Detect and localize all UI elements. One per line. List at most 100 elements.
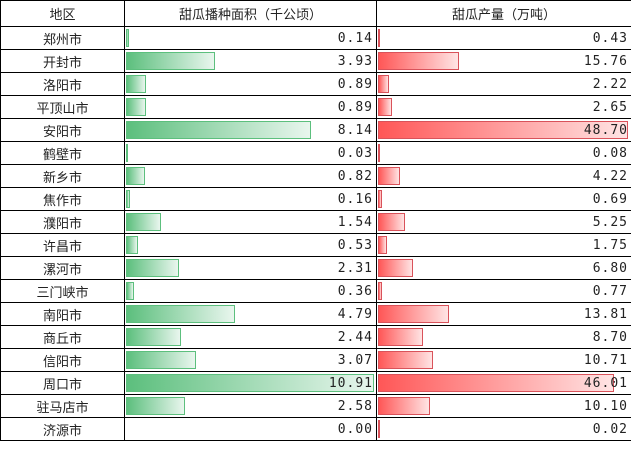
output-value: 10.10 [583, 398, 628, 414]
table-row: 洛阳市 0.89 2.22 [0, 72, 631, 96]
region-cell: 鹤壁市 [0, 141, 125, 165]
table-row: 平顶山市 0.89 2.65 [0, 95, 631, 119]
area-cell: 0.36 [124, 279, 377, 303]
area-value: 2.44 [337, 329, 373, 345]
output-value: 13.81 [583, 306, 628, 322]
area-value: 0.16 [337, 191, 373, 207]
output-value: 1.75 [592, 237, 628, 253]
output-bar [378, 236, 387, 254]
area-bar [126, 29, 130, 47]
output-cell: 13.81 [376, 302, 631, 326]
output-bar [378, 259, 413, 277]
table-row: 三门峡市 0.36 0.77 [0, 279, 631, 303]
area-bar [126, 98, 147, 116]
area-value: 10.91 [328, 375, 373, 391]
table-row: 新乡市 0.82 4.22 [0, 164, 631, 188]
region-cell: 商丘市 [0, 325, 125, 349]
region-cell: 驻马店市 [0, 394, 125, 418]
table-row: 郑州市 0.14 0.43 [0, 26, 631, 50]
output-value: 2.65 [592, 99, 628, 115]
output-bar [378, 29, 381, 47]
header-row: 地区 甜瓜播种面积（千公顷） 甜瓜产量（万吨） [0, 0, 631, 27]
output-bar [378, 98, 392, 116]
output-bar [378, 351, 433, 369]
output-bar [378, 144, 380, 162]
area-cell: 3.07 [124, 348, 377, 372]
output-cell: 15.76 [376, 49, 631, 73]
area-value: 0.82 [337, 168, 373, 184]
output-cell: 0.69 [376, 187, 631, 211]
area-value: 0.89 [337, 99, 373, 115]
output-cell: 0.43 [376, 26, 631, 50]
header-output: 甜瓜产量（万吨） [376, 0, 631, 27]
output-value: 0.43 [592, 30, 628, 46]
table-row: 周口市 10.91 46.01 [0, 371, 631, 395]
region-cell: 安阳市 [0, 118, 125, 142]
region-cell: 周口市 [0, 371, 125, 395]
region-cell: 郑州市 [0, 26, 125, 50]
output-bar [378, 167, 400, 185]
output-value: 8.70 [592, 329, 628, 345]
area-bar [126, 374, 374, 392]
output-cell: 4.22 [376, 164, 631, 188]
output-cell: 5.25 [376, 210, 631, 234]
region-cell: 濮阳市 [0, 210, 125, 234]
area-bar [126, 144, 128, 162]
output-bar [378, 328, 423, 346]
area-cell: 0.82 [124, 164, 377, 188]
output-bar [378, 190, 382, 208]
region-cell: 开封市 [0, 49, 125, 73]
area-cell: 0.03 [124, 141, 377, 165]
output-value: 0.02 [592, 421, 628, 437]
area-cell: 10.91 [124, 371, 377, 395]
area-value: 0.53 [337, 237, 373, 253]
region-cell: 济源市 [0, 417, 125, 441]
area-cell: 3.93 [124, 49, 377, 73]
output-cell: 2.22 [376, 72, 631, 96]
region-cell: 南阳市 [0, 302, 125, 326]
area-bar [126, 328, 182, 346]
area-value: 0.89 [337, 76, 373, 92]
table-row: 南阳市 4.79 13.81 [0, 302, 631, 326]
table-row: 信阳市 3.07 10.71 [0, 348, 631, 372]
table-row: 焦作市 0.16 0.69 [0, 187, 631, 211]
header-region: 地区 [0, 0, 125, 27]
table-row: 开封市 3.93 15.76 [0, 49, 631, 73]
data-table: 地区 甜瓜播种面积（千公顷） 甜瓜产量（万吨） 郑州市 0.14 0.43 开封市 3.… [0, 0, 631, 441]
output-value: 2.22 [592, 76, 628, 92]
region-cell: 三门峡市 [0, 279, 125, 303]
output-cell: 0.02 [376, 417, 631, 441]
header-area: 甜瓜播种面积（千公顷） [124, 0, 377, 27]
region-cell: 洛阳市 [0, 72, 125, 96]
area-value: 8.14 [337, 122, 373, 138]
area-cell: 2.31 [124, 256, 377, 280]
region-cell: 焦作市 [0, 187, 125, 211]
area-value: 4.79 [337, 306, 373, 322]
area-cell: 2.44 [124, 325, 377, 349]
output-value: 48.70 [583, 122, 628, 138]
output-cell: 0.08 [376, 141, 631, 165]
area-cell: 0.14 [124, 26, 377, 50]
output-value: 0.77 [592, 283, 628, 299]
region-cell: 新乡市 [0, 164, 125, 188]
area-bar [126, 167, 145, 185]
area-bar [126, 52, 216, 70]
output-cell: 8.70 [376, 325, 631, 349]
area-bar [126, 305, 235, 323]
area-bar [126, 236, 139, 254]
output-value: 4.22 [592, 168, 628, 184]
area-cell: 1.54 [124, 210, 377, 234]
area-bar [126, 213, 161, 231]
output-cell: 6.80 [376, 256, 631, 280]
output-cell: 48.70 [376, 118, 631, 142]
output-bar [378, 305, 449, 323]
area-value: 1.54 [337, 214, 373, 230]
region-cell: 许昌市 [0, 233, 125, 257]
area-cell: 0.00 [124, 417, 377, 441]
output-value: 10.71 [583, 352, 628, 368]
output-cell: 46.01 [376, 371, 631, 395]
output-bar [378, 121, 628, 139]
area-cell: 0.89 [124, 72, 377, 96]
output-cell: 10.10 [376, 394, 631, 418]
output-value: 0.08 [592, 145, 628, 161]
